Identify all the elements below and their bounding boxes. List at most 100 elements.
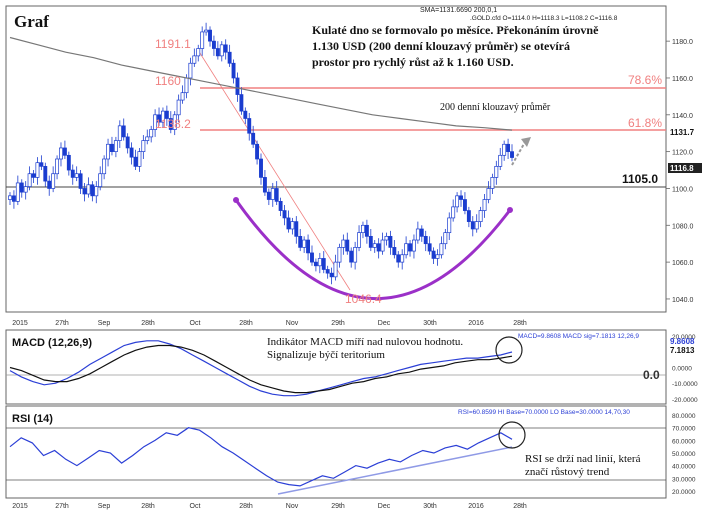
macd-tick-label: 0.0000 [672, 366, 692, 373]
candle-body [255, 143, 260, 160]
candle-body [412, 239, 416, 252]
candle-body [129, 147, 134, 158]
retrace-line [197, 49, 351, 291]
macd-line [9, 340, 513, 397]
x-tick-label: 28th [513, 320, 527, 327]
rsi-line [9, 427, 513, 487]
candle-body [376, 243, 381, 252]
candle-body [282, 210, 287, 219]
x-tick-label: 28th [141, 320, 155, 327]
macd-tick-label: -10.0000 [672, 381, 698, 388]
candle-body [396, 254, 401, 263]
candle-body [86, 184, 91, 195]
macd-panel [5, 329, 667, 405]
macd-highlight-circle [495, 336, 523, 364]
price-tick-label: 1160.0 [672, 76, 693, 83]
sma-200-line [9, 36, 513, 131]
sma-value: 1131.7 [670, 128, 695, 137]
candle-body [208, 29, 212, 42]
candle-body [196, 48, 201, 57]
candle-body [43, 166, 48, 182]
candle-body [443, 232, 448, 245]
candle-body [368, 235, 373, 248]
last-value: 1116.8 [670, 164, 694, 173]
candle-body [168, 118, 173, 130]
price-tick-label: 1140.0 [672, 113, 693, 120]
x-tick-label: Oct [190, 503, 201, 510]
candle-body [419, 228, 424, 237]
candle-body [121, 125, 126, 138]
candle-body [435, 254, 440, 259]
candle-body [27, 173, 32, 187]
candle-body [270, 188, 275, 200]
candle-body [78, 173, 83, 189]
macd-annotation-1: Indikátor MACD míří nad nulovou hodnotu. [267, 336, 463, 348]
x-tick-label: 28th [239, 320, 253, 327]
candle-body [262, 177, 267, 193]
candle-body [415, 228, 420, 241]
candle-body [70, 169, 75, 178]
candle-body [310, 252, 314, 263]
rsi-trendline [277, 446, 513, 495]
candle-body [243, 110, 248, 119]
candle-body [215, 48, 220, 57]
candle-body [117, 125, 122, 141]
rsi-tick-label: 20.0000 [672, 489, 696, 496]
price-tick-label: 1060.0 [672, 260, 694, 267]
candle-body [294, 221, 299, 237]
candle-body [192, 55, 197, 64]
candle-body [39, 162, 44, 167]
candle-body [157, 114, 161, 123]
candle-body [486, 188, 491, 200]
fib-786-label: 78.6% [628, 73, 662, 87]
projection-arrowhead [521, 137, 531, 147]
candle-body [259, 158, 263, 178]
arc-end-dot [507, 207, 513, 213]
legend-sma: SMA=1131.6690 200,0,1 [420, 7, 497, 14]
macd-value-2: 7.1813 [670, 346, 695, 355]
x-tick-label: Oct [190, 320, 201, 327]
price-tick-label: 1180.0 [672, 39, 693, 46]
candle-body [247, 118, 252, 134]
macd-tick-label: 20.0000 [672, 334, 696, 341]
candle-body [74, 173, 79, 178]
candle-body [35, 162, 40, 178]
rsi-tick-label: 40.0000 [672, 464, 696, 471]
candle-body [113, 140, 118, 152]
candle-body [400, 254, 405, 263]
candle-body [19, 182, 24, 193]
candle-body [180, 92, 185, 101]
macd-title: MACD (12,26,9) [12, 337, 92, 349]
candle-body [141, 140, 146, 152]
candle-body [470, 221, 475, 230]
candle-body [451, 206, 456, 219]
price-y-axis: 1180.0 1160.0 1140.0 1120.0 1100.0 1080.0 1060… [666, 39, 694, 304]
candle-body [125, 136, 130, 149]
price-tick-label: 1080.0 [672, 223, 694, 230]
candle-body [349, 250, 354, 263]
price-tick-label: 1120.0 [672, 150, 693, 157]
candle-body [47, 180, 52, 189]
x-tick-label: Sep [98, 320, 111, 327]
candle-body [459, 195, 463, 200]
candle-body [66, 154, 71, 171]
candle-body [466, 210, 471, 222]
x-tick-label: Nov [286, 503, 299, 510]
candle-body [204, 29, 209, 33]
candle-body [133, 156, 138, 167]
headline-line-1: Kulaté dno se formovalo po měsíce. Překo… [312, 23, 599, 37]
rsi-tick-label: 30.0000 [672, 476, 696, 483]
candle-body [98, 173, 103, 187]
candle-body [462, 199, 467, 211]
candle-body [502, 143, 507, 156]
candle-body [372, 243, 377, 248]
headline-line-2: 1.130 USD (200 denní klouzavý průměr) se… [312, 39, 570, 53]
fib-1138-label: 1138.2 [155, 117, 191, 131]
candle-body [325, 269, 330, 274]
rsi-tick-label: 50.0000 [672, 451, 696, 458]
candle-body [494, 166, 499, 178]
candle-body [184, 77, 189, 94]
candles [8, 22, 514, 285]
candle-body [59, 147, 63, 160]
rsi-y-axis: 80.0000 70.0000 60.0000 50.0000 40.0000 30.00… [672, 413, 696, 496]
